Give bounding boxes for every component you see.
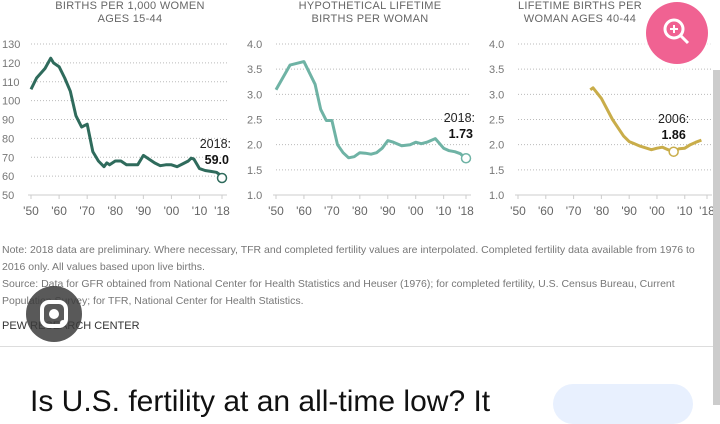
y-tick-label: 50: [2, 190, 14, 202]
x-tick-label: '70: [566, 204, 582, 218]
y-tick-label: 4.0: [247, 39, 262, 51]
y-tick-label: 90: [2, 115, 14, 127]
x-tick-label: '90: [621, 204, 637, 218]
zoom-in-icon[interactable]: [646, 2, 708, 64]
action-pill-button[interactable]: [553, 384, 693, 424]
annotation-label: 2018:: [200, 137, 231, 151]
chart1-title: BIRTHS PER 1,000 WOMEN AGES 15-44: [55, 0, 205, 25]
x-tick-label: '60: [538, 204, 554, 218]
series-line: [589, 86, 702, 154]
scrollbar[interactable]: [713, 70, 720, 405]
y-tick-label: 1.5: [489, 165, 504, 177]
x-tick-label: '50: [23, 204, 39, 218]
x-tick-label: '70: [79, 204, 95, 218]
x-tick-label: '50: [268, 204, 284, 218]
y-tick-label: 2.0: [489, 140, 504, 152]
y-tick-label: 3.0: [489, 89, 504, 101]
annotation-value: 59.0: [205, 153, 229, 167]
x-tick-label: '18: [699, 204, 715, 218]
y-tick-label: 2.5: [489, 115, 504, 127]
x-tick-label: '90: [380, 204, 396, 218]
y-tick-label: 100: [2, 96, 20, 108]
annotation-value: 1.86: [661, 128, 685, 142]
annotation-label: 2006:: [658, 112, 689, 126]
highlight-point: [668, 146, 679, 157]
note-text: Note: 2018 data are preliminary. Where n…: [2, 244, 695, 273]
x-tick-label: '10: [436, 204, 452, 218]
x-tick-label: '00: [164, 204, 180, 218]
x-tick-label: '10: [677, 204, 693, 218]
x-tick-label: '18: [458, 204, 474, 218]
y-tick-label: 60: [2, 171, 14, 183]
chart3-title: LIFETIME BIRTHS PER WOMAN AGES 40-44: [517, 0, 643, 25]
x-tick-label: '18: [214, 204, 230, 218]
source-text: Source: Data for GFR obtained from Natio…: [2, 278, 675, 307]
y-tick-label: 2.5: [247, 115, 262, 127]
y-tick-label: 3.5: [247, 64, 262, 76]
y-tick-label: 4.0: [489, 39, 504, 51]
x-tick-label: '00: [649, 204, 665, 218]
annotation-label: 2018:: [444, 111, 475, 125]
x-tick-label: '80: [352, 204, 368, 218]
chart-notes: Note: 2018 data are preliminary. Where n…: [2, 242, 720, 310]
x-tick-label: '90: [136, 204, 152, 218]
divider: [0, 346, 720, 347]
article-headline[interactable]: Is U.S. fertility at an all-time low? It: [30, 385, 491, 418]
annotation-value: 1.73: [449, 127, 473, 141]
series-line: [29, 56, 224, 179]
y-tick-label: 1.0: [489, 190, 504, 202]
x-tick-label: '80: [107, 204, 123, 218]
y-tick-label: 80: [2, 133, 14, 145]
series-line: [274, 60, 467, 160]
google-lens-icon[interactable]: [26, 286, 82, 342]
x-tick-label: '10: [192, 204, 208, 218]
x-tick-label: '50: [510, 204, 526, 218]
y-tick-label: 110: [2, 77, 20, 89]
y-tick-label: 3.0: [247, 89, 262, 101]
highlight-point: [216, 172, 228, 184]
y-tick-label: 120: [2, 58, 20, 70]
x-tick-label: '00: [408, 204, 424, 218]
charts-svg: 50 60 70 80 90 100 110 120 130 '50 '60 '70 '80 '90 '00…: [2, 39, 715, 218]
chart2-title: HYPOTHETICAL LIFETIME BIRTHS PER WOMAN: [298, 0, 442, 25]
highlight-point: [460, 153, 472, 164]
y-tick-label: 3.5: [489, 64, 504, 76]
x-tick-label: '60: [51, 204, 67, 218]
x-tick-label: '70: [324, 204, 340, 218]
y-tick-label: 1.5: [247, 165, 262, 177]
y-tick-label: 130: [2, 39, 20, 51]
x-tick-label: '80: [594, 204, 610, 218]
y-tick-label: 2.0: [247, 140, 262, 152]
y-tick-label: 70: [2, 152, 14, 164]
x-tick-label: '60: [296, 204, 312, 218]
y-tick-label: 1.0: [247, 190, 262, 202]
